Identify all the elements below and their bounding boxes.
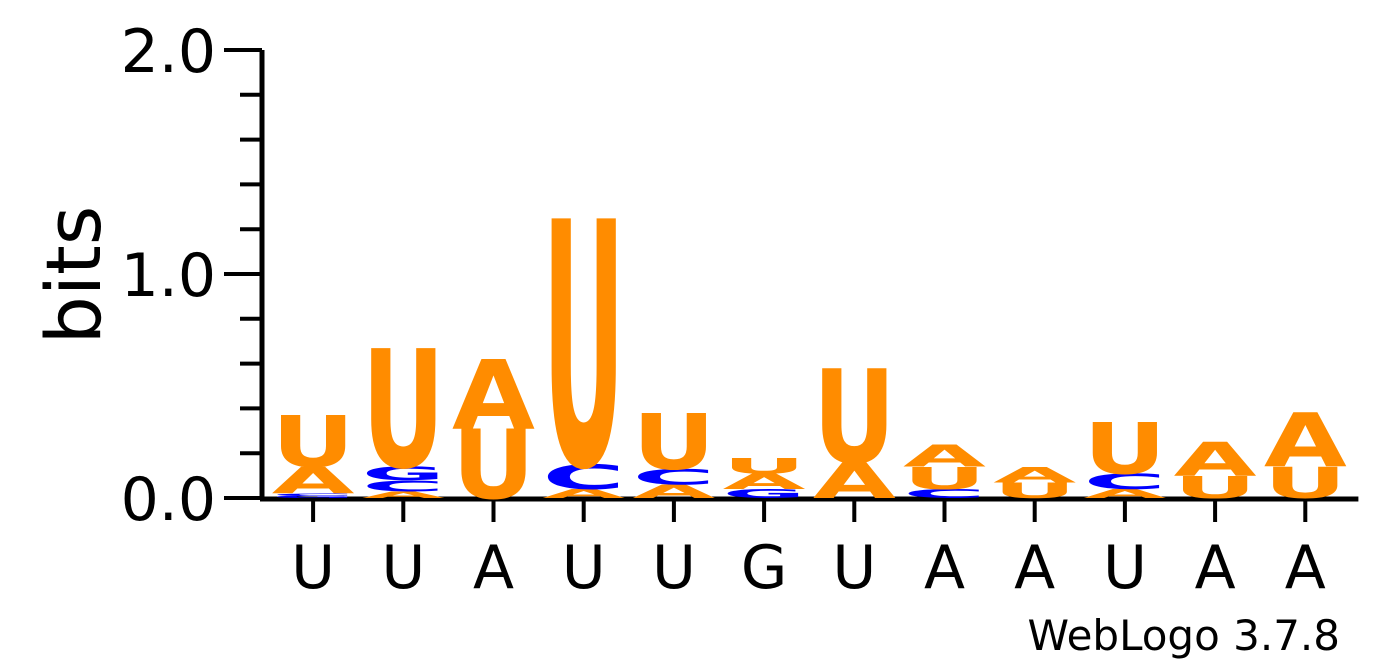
logo-letter-a: A	[542, 487, 625, 501]
x-tick-label: A	[473, 533, 514, 603]
logo-letter-a: A	[1083, 487, 1166, 501]
y-tick-label: 2.0	[121, 17, 216, 87]
logo-letter-u: U	[452, 410, 535, 521]
logo-letter-a: A	[993, 463, 1076, 488]
weblogo-credit: WebLogo 3.7.8	[1028, 611, 1341, 660]
x-tick-label: G	[741, 533, 788, 603]
logo-letter-u: U	[542, 152, 625, 545]
logo-letter-a: A	[272, 460, 355, 503]
x-tick-label: U	[832, 533, 876, 603]
logo-letter-a: A	[723, 469, 806, 494]
logo-letter-u: U	[1083, 407, 1166, 490]
logo-letter-c: C	[903, 487, 986, 501]
logo-letter-g: G	[723, 487, 806, 501]
logo-letter-a: A	[1264, 399, 1347, 485]
x-tick-label: U	[652, 533, 696, 603]
y-tick-label: 1.0	[121, 241, 216, 311]
logo-letter-u: U	[272, 401, 355, 484]
logo-letter-u: U	[1264, 459, 1347, 509]
logo-letter-c: C	[542, 458, 625, 497]
logo-letter-u: U	[362, 317, 445, 506]
logo-letter-u: U	[813, 344, 896, 494]
x-tick-label: A	[924, 533, 965, 603]
logo-letter-u: U	[993, 478, 1076, 503]
logo-letter-c: C	[362, 477, 445, 495]
x-tick-label: A	[1014, 533, 1055, 603]
logo-letter-a: A	[362, 489, 445, 500]
x-tick-label: U	[562, 533, 606, 603]
logo-letter-a: A	[1174, 433, 1257, 487]
axes	[224, 48, 1359, 522]
logo-letter-a: A	[903, 438, 986, 474]
y-tick-label: 0.0	[121, 465, 216, 535]
logo-letter-c: C	[1083, 469, 1166, 494]
x-tick-label: U	[1103, 533, 1147, 603]
x-tick-label: A	[1285, 533, 1326, 603]
logo-letter-c: C	[272, 493, 355, 497]
logo-letter-u: U	[632, 398, 715, 487]
logo-letter-a: A	[632, 481, 716, 502]
logo-letter-g: G	[272, 495, 355, 499]
x-tick-label: U	[291, 533, 335, 603]
y-tick-labels: 0.0 1.0 2.0	[121, 17, 216, 535]
y-axis-label: bits	[29, 206, 118, 345]
logo-letter-a: A	[813, 453, 897, 510]
logo-letter-c: C	[632, 465, 715, 490]
x-tick-label: U	[381, 533, 425, 603]
logo-letter-g: G	[362, 463, 445, 484]
logo-letter-a: A	[452, 340, 535, 451]
logo-letter-u: U	[723, 454, 806, 479]
logo-letter-u: U	[1174, 470, 1257, 506]
logo-letter-u: U	[903, 461, 986, 497]
x-tick-label: A	[1195, 533, 1236, 603]
